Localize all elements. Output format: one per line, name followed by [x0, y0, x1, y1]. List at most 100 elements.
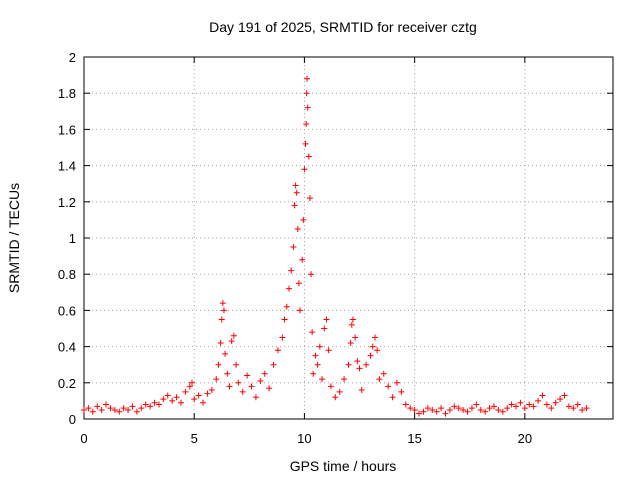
data-point: [508, 401, 515, 408]
data-point: [215, 361, 222, 368]
data-point: [85, 405, 92, 412]
data-point: [164, 392, 171, 399]
data-point: [367, 352, 374, 359]
data-point: [261, 370, 268, 377]
y-tick-label: 1.8: [58, 86, 76, 101]
data-point: [402, 401, 409, 408]
data-point: [291, 202, 298, 209]
data-point: [266, 385, 273, 392]
data-point: [248, 383, 255, 390]
data-point: [513, 403, 520, 410]
data-point: [89, 408, 96, 415]
data-point: [374, 347, 381, 354]
data-point: [455, 405, 462, 412]
data-point: [319, 376, 326, 383]
data-point: [304, 104, 311, 111]
data-point: [228, 338, 235, 345]
y-tick-label: 0: [69, 412, 76, 427]
data-point: [356, 365, 363, 372]
axis-ticks: [83, 56, 613, 420]
data-point: [424, 405, 431, 412]
data-point: [244, 372, 251, 379]
data-point: [133, 408, 140, 415]
y-tick-labels: 0 0.2 0.4 0.6 0.8 1 1.2 1.4 1.6 1.8 2: [58, 50, 76, 427]
data-point: [543, 401, 550, 408]
data-point: [281, 316, 288, 323]
data-point: [226, 383, 233, 390]
data-point: [116, 408, 123, 415]
data-point: [420, 408, 427, 415]
data-point: [321, 325, 328, 332]
data-point: [557, 396, 564, 403]
y-tick-label: 0.4: [58, 340, 76, 355]
x-axis-label: GPS time / hours: [290, 458, 397, 474]
data-point: [308, 271, 315, 278]
data-point: [369, 343, 376, 350]
data-point: [138, 405, 145, 412]
data-point: [535, 397, 542, 404]
data-point: [200, 399, 207, 406]
data-point: [208, 387, 215, 394]
y-tick-label: 1.6: [58, 122, 76, 137]
data-point: [217, 339, 224, 346]
data-point: [570, 405, 577, 412]
y-tick-label: 0.6: [58, 303, 76, 318]
data-point: [142, 401, 149, 408]
data-point: [521, 405, 528, 412]
data-point: [252, 394, 259, 401]
data-point: [574, 401, 581, 408]
data-point: [94, 403, 101, 410]
data-point: [345, 361, 352, 368]
data-point: [295, 280, 302, 287]
data-point: [530, 403, 537, 410]
data-point: [107, 405, 114, 412]
data-point: [81, 406, 87, 413]
data-point: [433, 408, 440, 415]
data-point: [160, 396, 167, 403]
data-point: [438, 405, 445, 412]
data-point: [548, 405, 555, 412]
data-point: [294, 225, 301, 232]
data-point: [274, 347, 281, 354]
data-point: [129, 403, 136, 410]
data-point: [363, 361, 370, 368]
data-point: [218, 316, 225, 323]
data-point: [504, 405, 511, 412]
data-point: [446, 406, 453, 413]
data-point: [380, 370, 387, 377]
y-tick-label: 1.4: [58, 159, 76, 174]
data-point: [125, 406, 132, 413]
data-point: [416, 410, 423, 417]
data-point: [305, 153, 312, 160]
data-point: [302, 140, 309, 147]
data-point: [327, 383, 334, 390]
data-point: [257, 377, 264, 384]
data-point: [222, 350, 229, 357]
data-point: [279, 334, 286, 341]
data-point: [147, 403, 154, 410]
data-point: [182, 388, 189, 395]
data-point: [429, 406, 436, 413]
data-point: [385, 383, 392, 390]
data-point: [552, 399, 559, 406]
data-point: [270, 361, 277, 368]
data-point: [301, 166, 308, 173]
data-point: [303, 90, 310, 97]
data-point: [561, 392, 568, 399]
data-point: [579, 406, 586, 413]
data-point: [349, 316, 356, 323]
y-axis-label: SRMTID / TECUs: [6, 183, 22, 293]
data-point: [376, 376, 383, 383]
y-tick-label: 1: [69, 231, 76, 246]
data-point: [341, 376, 348, 383]
data-point: [499, 408, 506, 415]
data-point: [312, 352, 319, 359]
data-point: [230, 332, 237, 339]
data-point: [224, 370, 231, 377]
data-point: [235, 379, 242, 386]
data-point: [239, 388, 246, 395]
data-point: [526, 401, 533, 408]
data-point: [539, 392, 546, 399]
y-tick-label: 0.8: [58, 267, 76, 282]
data-point: [490, 403, 497, 410]
